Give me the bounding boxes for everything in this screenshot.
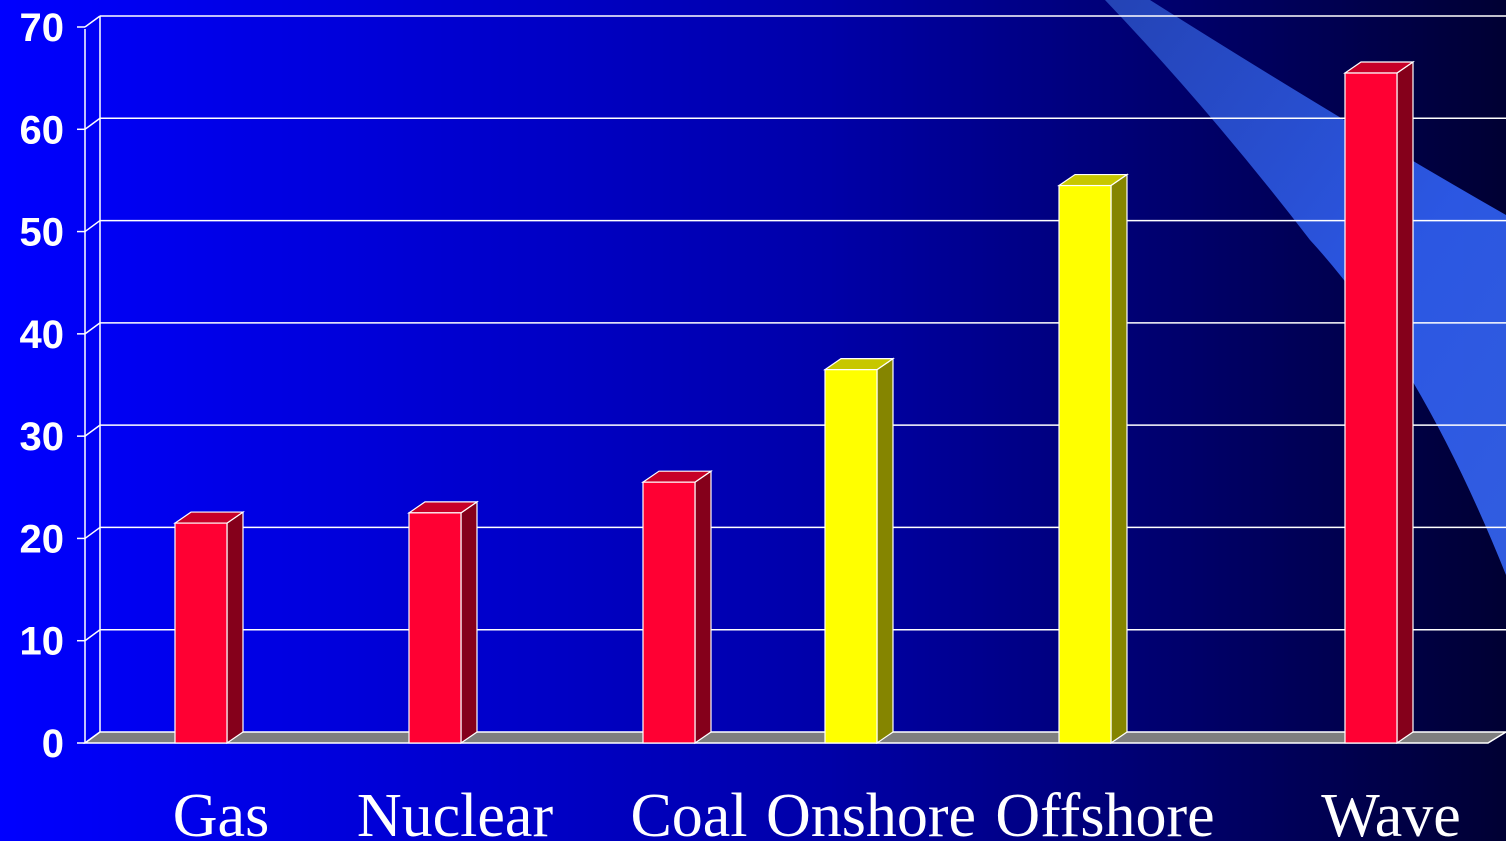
bar-onshore [823, 357, 895, 745]
gridline-depth [84, 629, 101, 642]
y-tick-label: 30 [20, 415, 65, 459]
x-category-label: Gas [173, 782, 269, 841]
bar-side-face [1396, 60, 1414, 745]
x-category-label: Wave [1321, 782, 1461, 841]
gridline-depth [84, 424, 101, 437]
x-axis-labels: Gas Nuclear Coal Onshore Offshore Wave [173, 782, 1461, 841]
x-category-label: Coal [630, 782, 747, 841]
bar-front-face [642, 481, 696, 744]
gridline-depth [84, 322, 101, 335]
bar-front-face [824, 369, 878, 744]
bar-front-face [1344, 72, 1398, 744]
y-tick-label: 0 [42, 722, 64, 766]
bar-nuclear [407, 500, 479, 745]
gridline-depth [84, 219, 101, 233]
y-tick-label: 10 [20, 620, 65, 664]
gridline-depth [84, 117, 101, 130]
x-category-label: Nuclear [357, 782, 554, 841]
bar-front-face [408, 512, 462, 744]
bars-group [173, 60, 1415, 745]
y-tick-label: 20 [20, 517, 65, 561]
bar-offshore [1057, 173, 1129, 745]
bar-side-face [460, 500, 478, 745]
y-axis: 0 10 20 30 40 50 60 70 [20, 6, 85, 766]
y-tick-label: 40 [20, 313, 65, 357]
bar-coal [641, 470, 713, 745]
y-tick-label: 70 [20, 6, 65, 50]
x-category-label: Onshore [766, 782, 976, 841]
bar-side-face [226, 510, 244, 745]
gridline-depth [84, 15, 101, 28]
bar-side-face [1110, 173, 1128, 745]
gridline-depth [84, 526, 101, 540]
bar-gas [173, 510, 245, 745]
decorative-swoosh [1105, 0, 1506, 575]
x-category-label: Offshore [995, 782, 1214, 841]
y-tick-label: 60 [20, 108, 65, 152]
bar-front-face [1058, 184, 1112, 744]
bar-front-face [174, 522, 228, 744]
bar-side-face [876, 357, 894, 745]
chart-floor [82, 731, 1506, 744]
bar-wave [1343, 60, 1415, 745]
y-tick-label: 50 [20, 211, 65, 255]
bar-side-face [694, 470, 712, 745]
